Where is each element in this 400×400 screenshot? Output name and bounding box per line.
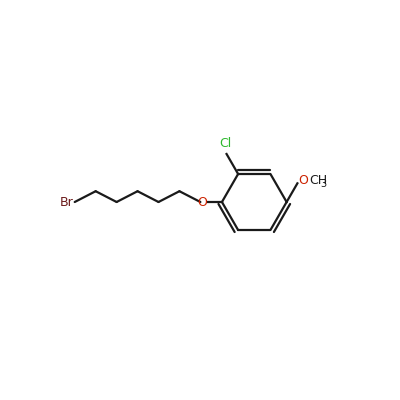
- Text: O: O: [198, 196, 208, 208]
- Text: Br: Br: [60, 196, 73, 208]
- Text: Cl: Cl: [219, 137, 231, 150]
- Text: O: O: [298, 174, 308, 187]
- Text: 3: 3: [320, 179, 327, 189]
- Text: CH: CH: [309, 174, 327, 187]
